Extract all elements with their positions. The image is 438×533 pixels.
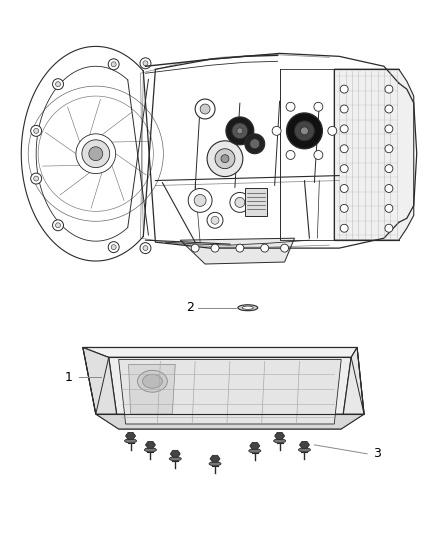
Ellipse shape: [138, 370, 167, 392]
Circle shape: [108, 241, 119, 253]
Polygon shape: [109, 358, 351, 429]
Circle shape: [340, 204, 348, 212]
Circle shape: [89, 147, 103, 160]
Circle shape: [56, 82, 60, 87]
Circle shape: [340, 125, 348, 133]
Circle shape: [82, 140, 110, 168]
Ellipse shape: [170, 457, 181, 461]
Circle shape: [143, 61, 148, 66]
Circle shape: [340, 85, 348, 93]
Circle shape: [245, 134, 265, 154]
Circle shape: [211, 216, 219, 224]
Ellipse shape: [145, 448, 156, 452]
Circle shape: [195, 99, 215, 119]
Polygon shape: [341, 348, 364, 429]
Ellipse shape: [298, 448, 311, 452]
Circle shape: [236, 244, 244, 252]
Polygon shape: [83, 348, 119, 429]
Circle shape: [230, 192, 250, 212]
Circle shape: [281, 244, 289, 252]
Polygon shape: [180, 238, 294, 264]
Circle shape: [226, 117, 254, 145]
Circle shape: [272, 126, 281, 135]
Circle shape: [31, 173, 42, 184]
Circle shape: [188, 189, 212, 212]
Circle shape: [111, 245, 116, 249]
Circle shape: [207, 141, 243, 176]
Circle shape: [340, 165, 348, 173]
Ellipse shape: [238, 305, 258, 311]
Circle shape: [286, 150, 295, 159]
Ellipse shape: [249, 449, 261, 453]
Polygon shape: [300, 441, 309, 448]
Polygon shape: [145, 441, 155, 448]
Circle shape: [385, 184, 393, 192]
Circle shape: [200, 104, 210, 114]
Circle shape: [261, 244, 268, 252]
Circle shape: [108, 59, 119, 70]
Text: 3: 3: [373, 447, 381, 461]
Circle shape: [221, 155, 229, 163]
Circle shape: [111, 62, 116, 67]
Circle shape: [34, 128, 39, 133]
Ellipse shape: [242, 306, 253, 309]
Polygon shape: [334, 69, 414, 240]
Circle shape: [314, 102, 323, 111]
Polygon shape: [119, 359, 341, 424]
Circle shape: [385, 224, 393, 232]
Circle shape: [53, 79, 64, 90]
Polygon shape: [83, 348, 357, 358]
Circle shape: [56, 223, 60, 228]
Ellipse shape: [142, 374, 162, 388]
Circle shape: [215, 149, 235, 168]
Circle shape: [385, 204, 393, 212]
Circle shape: [207, 212, 223, 228]
Circle shape: [340, 224, 348, 232]
Circle shape: [286, 113, 322, 149]
Circle shape: [314, 150, 323, 159]
Circle shape: [143, 246, 148, 251]
FancyBboxPatch shape: [245, 189, 267, 216]
Polygon shape: [275, 432, 285, 439]
Circle shape: [300, 127, 308, 135]
Circle shape: [232, 123, 248, 139]
Circle shape: [385, 125, 393, 133]
Circle shape: [140, 58, 151, 69]
Ellipse shape: [274, 439, 286, 443]
Circle shape: [194, 195, 206, 206]
Polygon shape: [250, 442, 260, 449]
Circle shape: [286, 102, 295, 111]
Circle shape: [294, 121, 314, 141]
Circle shape: [385, 85, 393, 93]
Circle shape: [237, 128, 243, 134]
Circle shape: [328, 126, 337, 135]
Circle shape: [340, 105, 348, 113]
Circle shape: [31, 125, 42, 136]
Circle shape: [34, 176, 39, 181]
Text: 2: 2: [186, 301, 194, 314]
Polygon shape: [126, 432, 135, 439]
Circle shape: [250, 139, 260, 149]
Circle shape: [140, 243, 151, 254]
Circle shape: [191, 244, 199, 252]
Ellipse shape: [124, 439, 137, 443]
Circle shape: [53, 220, 64, 231]
Ellipse shape: [209, 462, 221, 466]
Circle shape: [235, 197, 245, 207]
Circle shape: [385, 145, 393, 153]
Circle shape: [340, 184, 348, 192]
Circle shape: [76, 134, 116, 174]
Polygon shape: [129, 365, 175, 414]
Circle shape: [340, 145, 348, 153]
Polygon shape: [170, 450, 180, 457]
Text: 1: 1: [65, 371, 73, 384]
Polygon shape: [96, 414, 364, 429]
Circle shape: [211, 244, 219, 252]
Circle shape: [385, 105, 393, 113]
Circle shape: [385, 165, 393, 173]
Polygon shape: [210, 455, 220, 462]
